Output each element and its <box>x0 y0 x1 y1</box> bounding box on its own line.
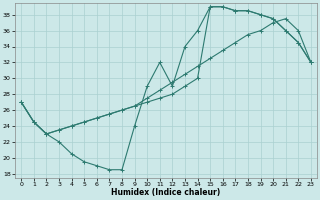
X-axis label: Humidex (Indice chaleur): Humidex (Indice chaleur) <box>111 188 221 197</box>
